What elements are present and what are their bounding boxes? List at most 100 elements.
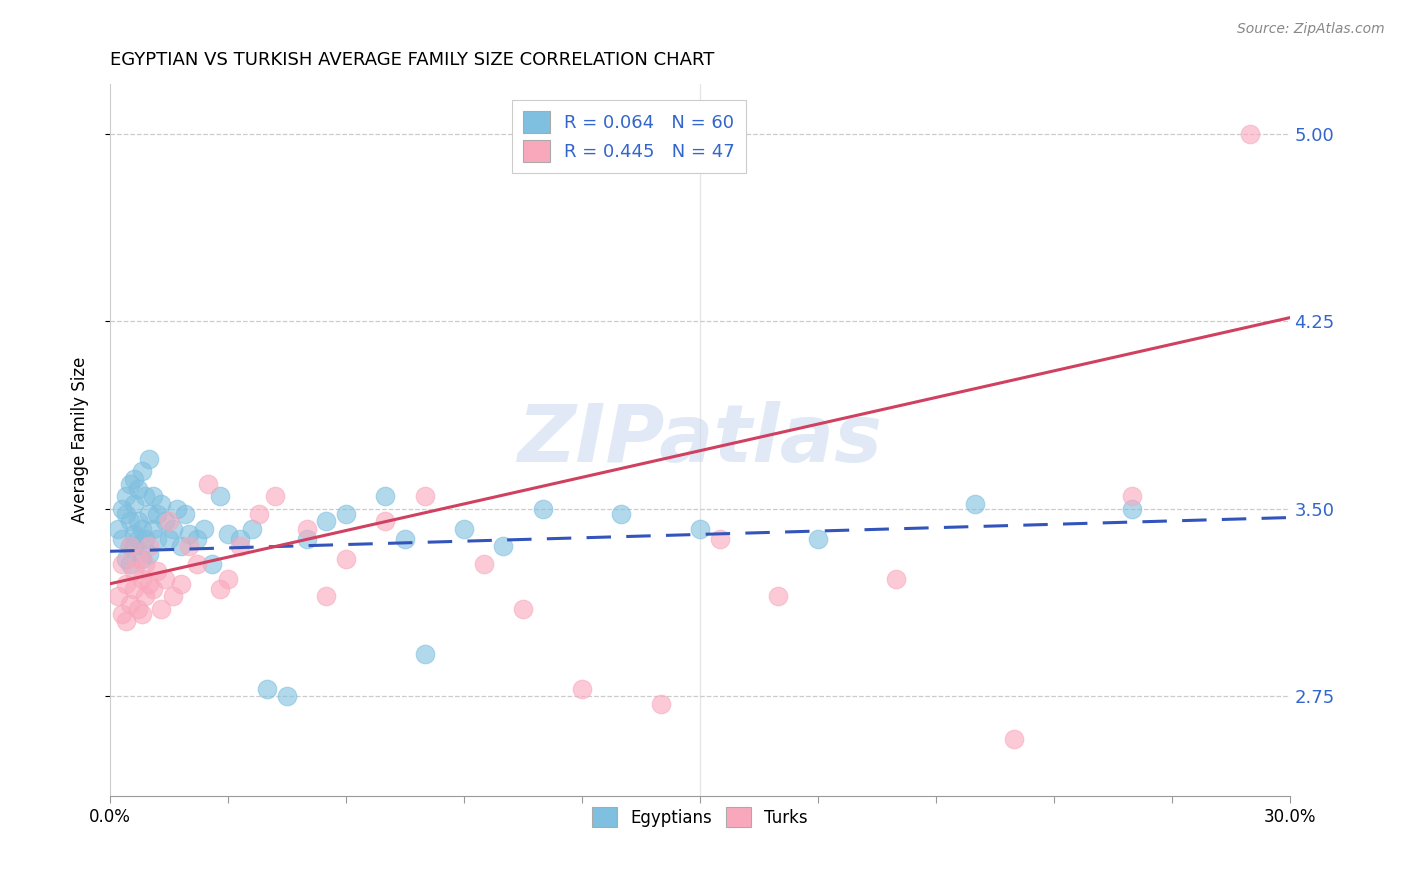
Point — [114, 489, 136, 503]
Point — [127, 601, 149, 615]
Point — [134, 532, 156, 546]
Point — [142, 489, 165, 503]
Point — [111, 532, 134, 546]
Point — [131, 464, 153, 478]
Point — [114, 507, 136, 521]
Point — [197, 476, 219, 491]
Point — [157, 532, 180, 546]
Y-axis label: Average Family Size: Average Family Size — [72, 357, 89, 524]
Point — [127, 514, 149, 528]
Point — [512, 601, 534, 615]
Point — [374, 489, 396, 503]
Point — [335, 507, 357, 521]
Point — [201, 557, 224, 571]
Point — [131, 607, 153, 621]
Point — [394, 532, 416, 546]
Point — [249, 507, 271, 521]
Point — [295, 532, 318, 546]
Point — [186, 532, 208, 546]
Point — [186, 557, 208, 571]
Point — [157, 514, 180, 528]
Legend: Egyptians, Turks: Egyptians, Turks — [585, 800, 814, 834]
Point — [114, 551, 136, 566]
Point — [111, 501, 134, 516]
Point — [127, 532, 149, 546]
Point — [146, 532, 169, 546]
Point — [413, 647, 436, 661]
Point — [531, 501, 554, 516]
Point — [413, 489, 436, 503]
Point — [142, 522, 165, 536]
Point — [127, 551, 149, 566]
Point — [122, 472, 145, 486]
Point — [1121, 489, 1143, 503]
Point — [111, 607, 134, 621]
Point — [177, 526, 200, 541]
Point — [256, 681, 278, 696]
Point — [131, 522, 153, 536]
Point — [217, 572, 239, 586]
Point — [610, 507, 633, 521]
Point — [209, 582, 232, 596]
Point — [807, 532, 830, 546]
Point — [886, 572, 908, 586]
Point — [118, 597, 141, 611]
Point — [118, 539, 141, 553]
Point — [689, 522, 711, 536]
Point — [709, 532, 731, 546]
Point — [138, 547, 160, 561]
Point — [153, 572, 176, 586]
Point — [193, 522, 215, 536]
Point — [131, 572, 153, 586]
Point — [162, 522, 184, 536]
Point — [170, 539, 193, 553]
Point — [453, 522, 475, 536]
Point — [177, 539, 200, 553]
Point — [138, 539, 160, 553]
Point — [1002, 731, 1025, 746]
Point — [122, 497, 145, 511]
Point — [315, 589, 337, 603]
Point — [768, 589, 790, 603]
Point — [217, 526, 239, 541]
Point — [138, 507, 160, 521]
Point — [134, 589, 156, 603]
Point — [134, 557, 156, 571]
Point — [146, 564, 169, 578]
Point — [111, 557, 134, 571]
Point — [150, 601, 173, 615]
Point — [650, 697, 672, 711]
Point — [118, 476, 141, 491]
Point — [122, 526, 145, 541]
Point — [162, 589, 184, 603]
Point — [173, 507, 195, 521]
Point — [107, 589, 129, 603]
Point — [114, 576, 136, 591]
Point — [114, 614, 136, 628]
Text: EGYPTIAN VS TURKISH AVERAGE FAMILY SIZE CORRELATION CHART: EGYPTIAN VS TURKISH AVERAGE FAMILY SIZE … — [110, 51, 714, 69]
Point — [229, 532, 252, 546]
Point — [118, 557, 141, 571]
Point — [138, 451, 160, 466]
Point — [142, 582, 165, 596]
Point — [209, 489, 232, 503]
Text: ZIPatlas: ZIPatlas — [517, 401, 883, 479]
Point — [492, 539, 515, 553]
Point — [134, 489, 156, 503]
Point — [229, 539, 252, 553]
Point — [240, 522, 263, 536]
Point — [571, 681, 593, 696]
Point — [153, 514, 176, 528]
Point — [472, 557, 495, 571]
Point — [150, 497, 173, 511]
Point — [138, 576, 160, 591]
Point — [118, 514, 141, 528]
Point — [295, 522, 318, 536]
Point — [276, 689, 298, 703]
Point — [1121, 501, 1143, 516]
Point — [965, 497, 987, 511]
Point — [335, 551, 357, 566]
Point — [1239, 127, 1261, 141]
Point — [131, 551, 153, 566]
Point — [127, 482, 149, 496]
